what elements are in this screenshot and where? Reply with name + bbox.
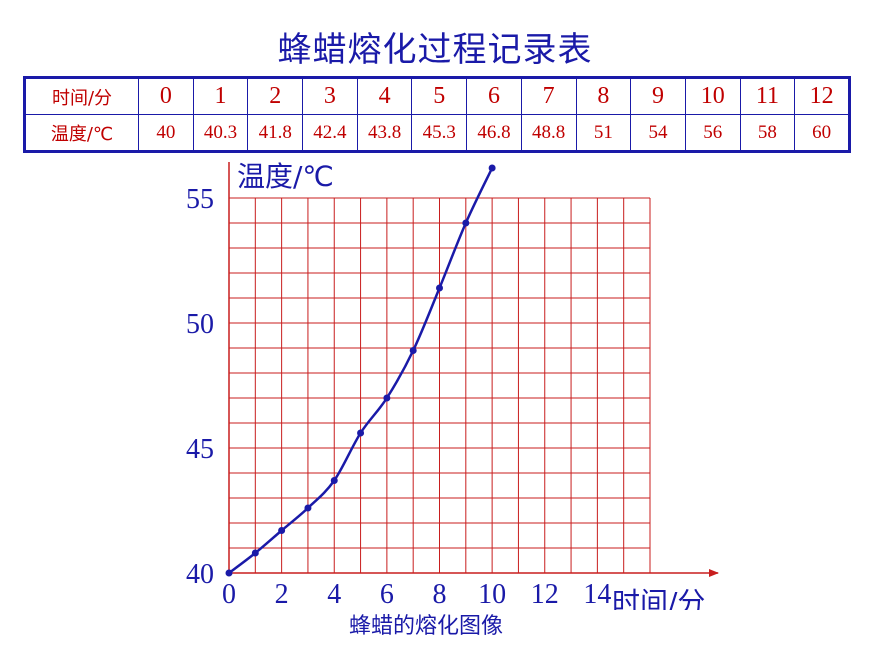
y-tick-label: 55 [186, 184, 214, 215]
temp-cell: 56 [684, 114, 741, 152]
temp-cell: 43.8 [356, 114, 413, 152]
time-cell: 4 [356, 77, 413, 115]
y-axis-label: 温度/℃ [237, 160, 334, 193]
time-cell: 9 [630, 77, 686, 115]
time-cell: 7 [520, 77, 577, 115]
temp-cell: 42.4 [302, 114, 358, 152]
chart-series [225, 164, 496, 577]
x-tick-label: 10 [478, 579, 506, 610]
x-tick-label: 2 [275, 579, 289, 610]
melting-chart: 0 2 4 6 8 10 12 14 40 45 50 55 温度/℃ 时间/分 [186, 160, 719, 610]
data-point [225, 569, 233, 577]
y-tick-label: 50 [186, 309, 214, 340]
chart-axes [228, 162, 719, 577]
temp-cell: 54 [630, 114, 686, 152]
data-point [409, 347, 417, 354]
data-point [383, 394, 391, 402]
time-cell: 8 [575, 77, 632, 115]
x-axis-label: 时间/分 [612, 586, 705, 610]
chart-grid [228, 197, 651, 574]
chart-tick-labels: 0 2 4 6 8 10 12 14 40 45 50 55 [186, 184, 611, 610]
temp-cell: 41.8 [247, 114, 304, 152]
data-point [330, 477, 338, 484]
temp-cell: 45.3 [411, 114, 468, 152]
temp-cell: 48.8 [520, 114, 577, 152]
temp-cell: 46.8 [466, 114, 522, 152]
data-point [278, 527, 286, 534]
x-tick-label: 4 [327, 579, 341, 610]
time-header-cell: 时间/分 [24, 77, 139, 115]
time-cell: 10 [684, 77, 741, 115]
record-table: 时间/分 0 1 2 3 4 5 6 7 8 9 10 11 12 温度/℃ 4… [23, 76, 851, 153]
temp-cell: 60 [794, 114, 850, 152]
time-cell: 11 [739, 77, 796, 115]
table-row-temp: 温度/℃ 40 40.3 41.8 42.4 43.8 45.3 46.8 48… [24, 114, 850, 152]
data-point [488, 164, 496, 172]
temp-header-cell: 温度/℃ [24, 114, 139, 152]
time-cell: 0 [138, 77, 194, 115]
data-point [304, 504, 312, 512]
time-cell: 12 [794, 77, 850, 115]
table-row-time: 时间/分 0 1 2 3 4 5 6 7 8 9 10 11 12 [24, 77, 850, 115]
x-tick-label: 12 [531, 579, 559, 610]
time-cell: 2 [247, 77, 304, 115]
time-cell: 3 [302, 77, 358, 115]
x-tick-label: 14 [583, 579, 611, 610]
temp-cell: 40 [138, 114, 194, 152]
temp-cell: 58 [739, 114, 796, 152]
page-title: 蜂蜡熔化过程记录表 [277, 30, 593, 70]
temp-cell: 51 [575, 114, 632, 152]
x-tick-label: 8 [433, 579, 447, 610]
data-point [251, 549, 259, 557]
time-cell: 5 [411, 77, 468, 115]
x-tick-label: 0 [222, 579, 236, 610]
data-point [357, 429, 365, 437]
time-cell: 1 [192, 77, 249, 115]
y-tick-label: 45 [186, 434, 214, 465]
time-cell: 6 [466, 77, 522, 115]
chart-caption: 蜂蜡的熔化图像 [348, 614, 503, 639]
x-tick-label: 6 [380, 579, 394, 610]
temp-cell: 40.3 [192, 114, 249, 152]
data-point [436, 284, 443, 292]
data-point [462, 219, 470, 227]
y-tick-label: 40 [186, 559, 214, 590]
